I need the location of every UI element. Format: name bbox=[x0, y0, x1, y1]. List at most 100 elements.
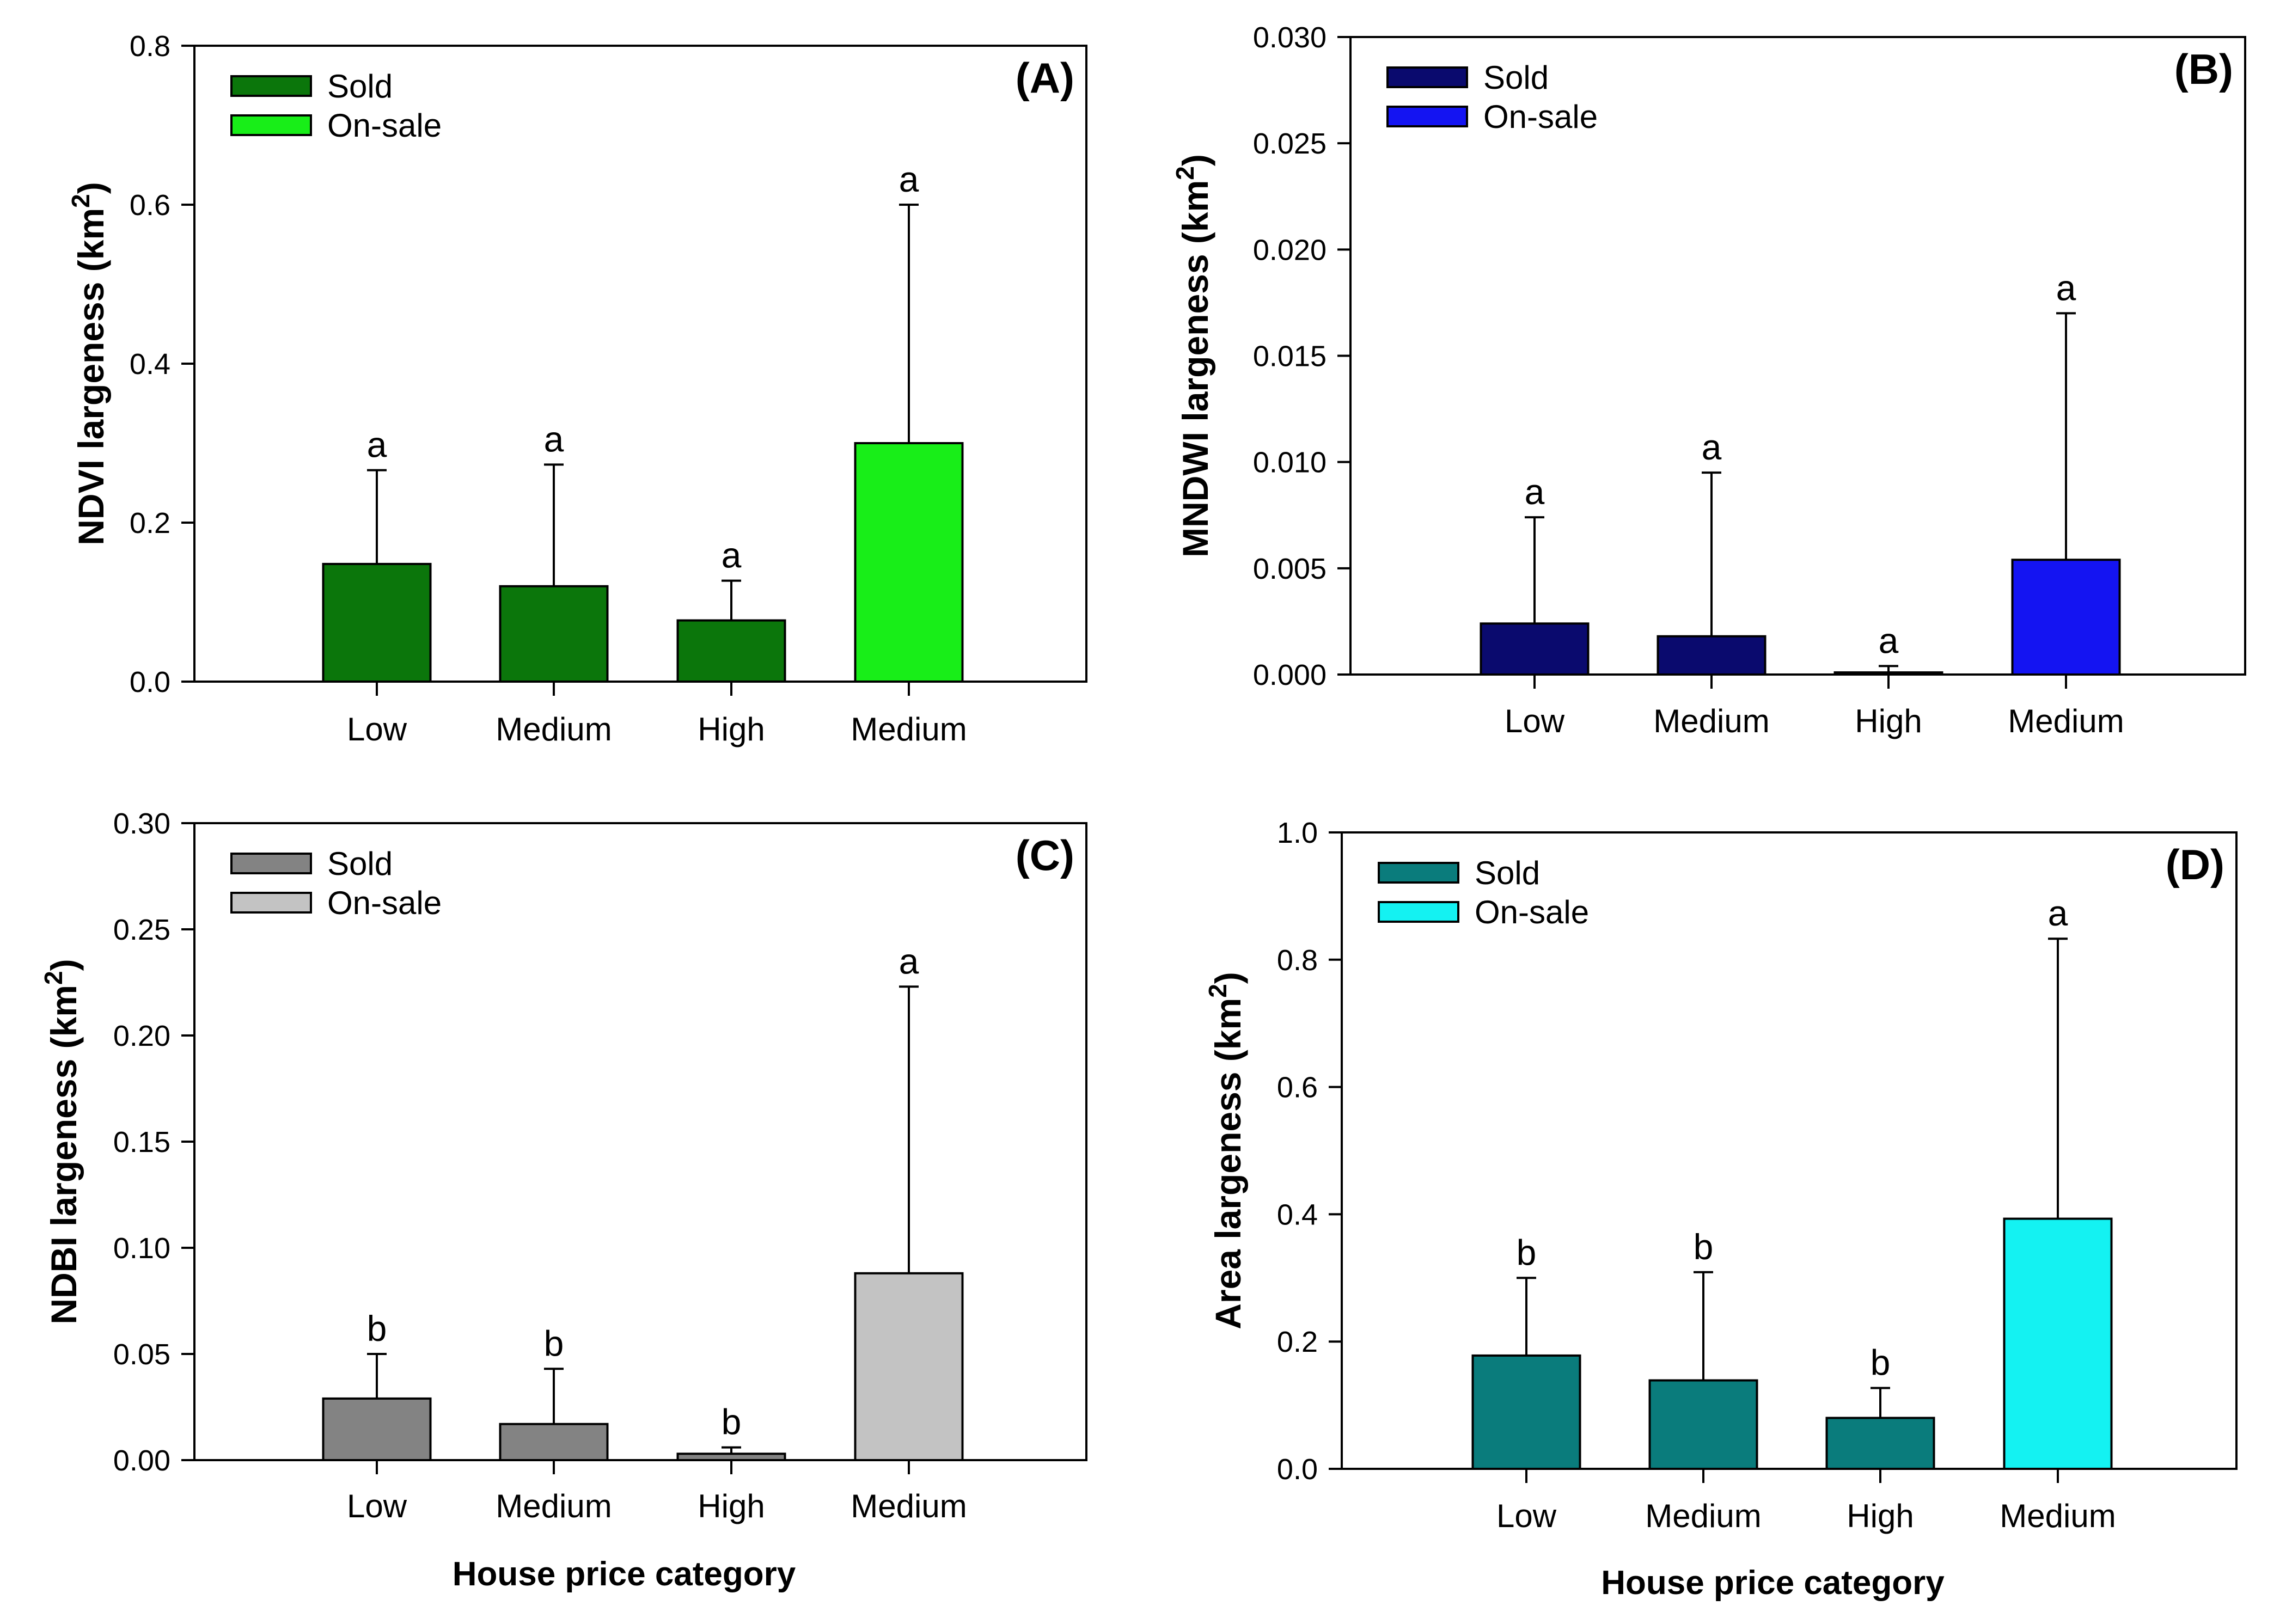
x-tick-label: High bbox=[1855, 703, 1922, 739]
legend-swatch bbox=[1378, 901, 1459, 923]
y-axis-label-unit-close: ) bbox=[71, 182, 111, 194]
significance-label: b bbox=[1517, 1232, 1537, 1272]
y-axis-label-unit-close: ) bbox=[44, 959, 84, 971]
y-tick-label: 0.25 bbox=[113, 914, 170, 946]
legend-label: Sold bbox=[1483, 59, 1549, 96]
significance-label: b bbox=[367, 1308, 387, 1349]
y-axis-label-unit: (km bbox=[71, 208, 111, 272]
x-axis-label: House price category bbox=[453, 1555, 796, 1593]
x-tick-label: High bbox=[698, 711, 765, 747]
legend-label: On-sale bbox=[1483, 99, 1598, 135]
y-axis-label-superscript: 2 bbox=[66, 194, 95, 208]
x-axis-label: House price category bbox=[1601, 1564, 1945, 1602]
y-axis-label: NDBI largeness (km2) bbox=[39, 959, 84, 1324]
y-tick-label: 0.025 bbox=[1253, 127, 1327, 160]
legend-label: On-sale bbox=[327, 107, 442, 144]
y-tick-label: 0.8 bbox=[1277, 944, 1318, 977]
legend-swatch bbox=[1386, 106, 1468, 127]
bar bbox=[854, 1272, 964, 1462]
panel-label: (A) bbox=[1016, 54, 1074, 102]
significance-label: a bbox=[544, 419, 564, 459]
x-tick-label: Low bbox=[1496, 1498, 1557, 1534]
significance-label: a bbox=[1702, 427, 1722, 467]
y-tick-label: 0.0 bbox=[130, 666, 170, 698]
significance-label: b bbox=[544, 1323, 564, 1363]
x-tick-label: Low bbox=[347, 1488, 407, 1524]
bar bbox=[2011, 559, 2121, 676]
y-tick-label: 0.015 bbox=[1253, 340, 1327, 373]
significance-label: b bbox=[722, 1402, 742, 1442]
significance-label: a bbox=[2048, 893, 2068, 933]
x-tick-label: Medium bbox=[496, 1488, 612, 1524]
x-tick-label: Medium bbox=[1645, 1498, 1761, 1534]
bar bbox=[1657, 635, 1767, 676]
y-tick-label: 0.0 bbox=[1277, 1453, 1318, 1486]
significance-label: a bbox=[1879, 620, 1899, 660]
bar bbox=[322, 1397, 432, 1461]
bar bbox=[854, 442, 964, 683]
y-axis-label: NDVI largeness (km2) bbox=[66, 182, 111, 546]
y-axis-label-unit-close: ) bbox=[1175, 154, 1215, 166]
x-tick-label: Medium bbox=[851, 711, 967, 747]
y-tick-label: 0.15 bbox=[113, 1126, 170, 1159]
y-tick-label: 0.030 bbox=[1253, 21, 1327, 54]
chart-panel-c: b Low b Medium b High a Medium 0.00 0.05 0.10 0.15 0… bbox=[39, 807, 1087, 1593]
bar bbox=[2003, 1217, 2113, 1470]
y-axis-label-superscript: 2 bbox=[1171, 166, 1199, 180]
bar bbox=[1480, 622, 1590, 676]
significance-label: a bbox=[722, 535, 742, 575]
y-tick-label: 0.000 bbox=[1253, 659, 1327, 691]
y-axis-label-superscript: 2 bbox=[39, 971, 68, 985]
significance-label: b bbox=[1694, 1227, 1714, 1267]
legend-swatch bbox=[1386, 66, 1468, 88]
y-tick-label: 0.2 bbox=[130, 507, 170, 540]
y-axis-label-text: MNDWI largeness bbox=[1175, 244, 1215, 557]
y-tick-label: 0.6 bbox=[1277, 1071, 1318, 1104]
legend-swatch bbox=[230, 892, 312, 914]
y-tick-label: 0.020 bbox=[1253, 234, 1327, 266]
legend-label: Sold bbox=[327, 845, 393, 882]
bar bbox=[499, 585, 609, 683]
legend-label: On-sale bbox=[327, 885, 442, 921]
significance-label: a bbox=[367, 425, 387, 465]
y-axis-label-unit: (km bbox=[1208, 998, 1248, 1062]
x-tick-label: Medium bbox=[496, 711, 612, 747]
x-tick-label: High bbox=[698, 1488, 765, 1524]
y-axis-label-unit: (km bbox=[1175, 180, 1215, 244]
x-tick-label: Medium bbox=[1653, 703, 1769, 739]
y-tick-label: 0.005 bbox=[1253, 553, 1327, 585]
y-axis-label-text: NDVI largeness bbox=[71, 272, 111, 546]
x-tick-label: Low bbox=[1505, 703, 1565, 739]
y-tick-label: 1.0 bbox=[1277, 817, 1318, 849]
y-axis-label-unit-close: ) bbox=[1208, 972, 1248, 984]
significance-label: b bbox=[1871, 1343, 1891, 1383]
y-axis-label: Area largeness (km2) bbox=[1203, 972, 1248, 1329]
y-axis-label-text: Area largeness bbox=[1208, 1062, 1248, 1329]
y-tick-label: 0.4 bbox=[130, 348, 170, 381]
x-tick-label: Medium bbox=[851, 1488, 967, 1524]
plot-frame bbox=[1341, 831, 2238, 1470]
bar bbox=[322, 562, 432, 683]
y-tick-label: 0.00 bbox=[113, 1444, 170, 1477]
legend-swatch bbox=[230, 853, 312, 874]
chart-panel-a: a Low a Medium a High a Medium 0.0 0.2 0.4 0.6 0.8 (A… bbox=[66, 30, 1087, 747]
chart-panel-b: a Low a Medium a High a Medium 0.000 0.005 0.010 0.… bbox=[1171, 21, 2246, 739]
bar bbox=[499, 1423, 609, 1461]
y-axis-label-text: NDBI largeness bbox=[44, 1049, 84, 1324]
y-tick-label: 0.05 bbox=[113, 1338, 170, 1371]
panel-label: (D) bbox=[2166, 841, 2224, 888]
legend-label: On-sale bbox=[1475, 894, 1589, 930]
x-tick-label: Low bbox=[347, 711, 407, 747]
y-tick-label: 0.30 bbox=[113, 807, 170, 840]
bar bbox=[1471, 1354, 1581, 1470]
legend-swatch bbox=[230, 114, 312, 136]
significance-label: a bbox=[899, 941, 919, 981]
legend-swatch bbox=[1378, 862, 1459, 884]
x-tick-label: Medium bbox=[2008, 703, 2124, 739]
y-tick-label: 0.2 bbox=[1277, 1326, 1318, 1358]
chart-panel-d: b Low b Medium b High a Medium 0.0 0.2 0.4 0.6 0.8 1.… bbox=[1203, 817, 2238, 1602]
legend-label: Sold bbox=[327, 68, 393, 105]
y-tick-label: 0.20 bbox=[113, 1020, 170, 1052]
bar bbox=[1825, 1417, 1935, 1470]
